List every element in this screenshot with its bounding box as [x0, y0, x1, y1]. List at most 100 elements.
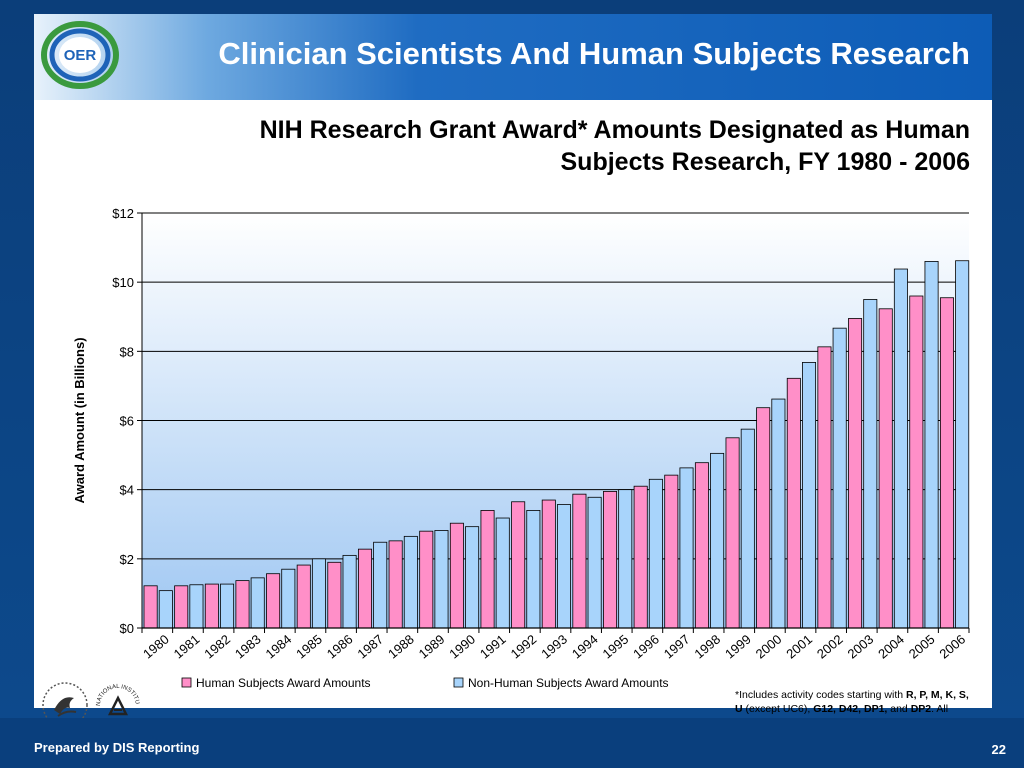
bar-nonhuman-1991: [495, 517, 510, 629]
title-bar: [34, 14, 992, 100]
bar-nonhuman-2005: [924, 261, 939, 629]
x-tick-label: 1988: [385, 632, 417, 662]
bar-human-2002: [817, 346, 832, 629]
x-tick-label: 2001: [783, 632, 815, 662]
y-tick-label: $2: [120, 552, 134, 567]
footer-prepared-by: Prepared by DIS Reporting: [34, 740, 200, 755]
bar-human-1987: [358, 548, 373, 629]
hhs-seal-icon: [42, 682, 88, 728]
bar-nonhuman-2004: [893, 268, 908, 629]
bar-nonhuman-2006: [955, 260, 970, 629]
bar-nonhuman-1996: [648, 478, 663, 629]
bar-chart: $0 $2 $4 $6 $8 $10 $12 198019811982198319841985…: [72, 206, 970, 690]
bar-human-1981: [174, 585, 189, 629]
bar-nonhuman-1993: [556, 504, 571, 629]
x-tick-label: 1987: [354, 632, 386, 662]
bar-nonhuman-1999: [740, 428, 755, 629]
bar-nonhuman-1982: [220, 583, 235, 629]
x-tick-label: 1980: [140, 632, 172, 662]
y-tick-label: $4: [120, 483, 134, 498]
footnote-text-1: *Includes activity codes starting with: [735, 689, 906, 701]
chart-title: NIH Research Grant Award* Amounts Design…: [259, 116, 970, 176]
y-tick-label: $0: [120, 621, 134, 636]
bar-nonhuman-1992: [526, 510, 541, 629]
bar-human-2004: [878, 308, 893, 629]
page-number: 22: [991, 742, 1006, 757]
y-tick-label: $8: [120, 344, 134, 359]
slide-title: Clinician Scientists And Human Subjects …: [218, 36, 970, 71]
bar-human-1994: [572, 493, 587, 629]
x-tick-label: 1992: [508, 632, 540, 662]
x-tick-label: 1996: [630, 632, 662, 662]
nih-seal-icon: NATIONAL INSTITUTES OF HEALTH: [92, 676, 140, 716]
oer-logo: OER: [41, 21, 119, 89]
footnote-text-3: and: [887, 703, 911, 715]
bar-human-1999: [725, 437, 740, 629]
y-tick-label: $6: [120, 414, 134, 429]
bar-nonhuman-1984: [281, 568, 296, 629]
x-tick-label: 1999: [722, 632, 754, 662]
legend-label-nonhuman: Non-Human Subjects Award Amounts: [468, 676, 669, 690]
bar-human-1986: [327, 561, 342, 629]
bar-nonhuman-1986: [342, 554, 357, 629]
bar-human-2000: [756, 407, 771, 629]
bar-human-2006: [939, 297, 954, 629]
bar-human-1992: [511, 501, 526, 629]
bar-nonhuman-2002: [832, 327, 847, 629]
legend: Human Subjects Award Amounts Non-Human Su…: [181, 676, 669, 690]
x-tick-label: 1989: [416, 632, 448, 662]
x-tick-label: 2000: [753, 632, 785, 662]
x-tick-label: 1995: [599, 632, 631, 662]
x-tick-label: 2006: [936, 632, 968, 662]
bar-nonhuman-2003: [863, 299, 878, 629]
bar-human-1985: [296, 564, 311, 629]
bar-human-2003: [848, 318, 863, 629]
bar-nonhuman-1988: [403, 535, 418, 629]
y-tick-label: $10: [112, 275, 134, 290]
bar-nonhuman-1987: [373, 541, 388, 629]
footnote-codes-1: R, P, M, K, S, U: [735, 689, 969, 715]
x-tick-label: 2002: [814, 632, 846, 662]
x-tick-label: 1998: [691, 632, 723, 662]
bar-human-1989: [419, 530, 434, 629]
x-tick-label: 1981: [171, 632, 203, 662]
x-tick-label: 1994: [569, 632, 601, 662]
bar-human-1984: [266, 573, 281, 629]
bar-nonhuman-1985: [311, 558, 326, 629]
bar-nonhuman-1997: [679, 467, 694, 629]
bar-human-1983: [235, 580, 250, 629]
legend-swatch-human: [181, 677, 192, 688]
footnote-text-2: (except UC6),: [742, 703, 814, 715]
bar-human-1995: [603, 490, 618, 629]
y-tick-label: $12: [112, 206, 134, 221]
bar-human-1988: [388, 540, 403, 629]
bar-human-1991: [480, 510, 495, 629]
bar-human-1980: [143, 585, 158, 629]
bar-nonhuman-1994: [587, 496, 602, 629]
x-tick-label: 2004: [875, 632, 907, 662]
x-tick-label: 1983: [232, 632, 264, 662]
x-tick-label: 1993: [538, 632, 570, 662]
x-tick-label: 1984: [263, 632, 295, 662]
footnote-codes-3: DP2: [910, 703, 932, 715]
x-tick-label: 1991: [477, 632, 509, 662]
bar-human-1982: [204, 583, 219, 629]
legend-swatch-nonhuman: [453, 677, 464, 688]
x-tick-label: 1982: [201, 632, 233, 662]
x-tick-label: 2005: [906, 632, 938, 662]
bar-nonhuman-1980: [158, 590, 173, 629]
bar-nonhuman-2001: [802, 361, 817, 629]
x-tick-label: 1990: [446, 632, 478, 662]
y-axis-label: Award Amount (in Billions): [72, 337, 87, 503]
bar-nonhuman-1989: [434, 530, 449, 629]
svg-text:OER: OER: [64, 47, 97, 64]
bar-nonhuman-1990: [465, 526, 480, 629]
x-tick-label: 2003: [845, 632, 877, 662]
legend-label-human: Human Subjects Award Amounts: [196, 676, 371, 690]
bar-human-2001: [786, 377, 801, 629]
x-tick-label: 1986: [324, 632, 356, 662]
bar-nonhuman-1981: [189, 584, 204, 629]
bar-human-2005: [909, 295, 924, 629]
bar-human-1993: [541, 499, 556, 629]
bar-nonhuman-1998: [710, 452, 725, 629]
